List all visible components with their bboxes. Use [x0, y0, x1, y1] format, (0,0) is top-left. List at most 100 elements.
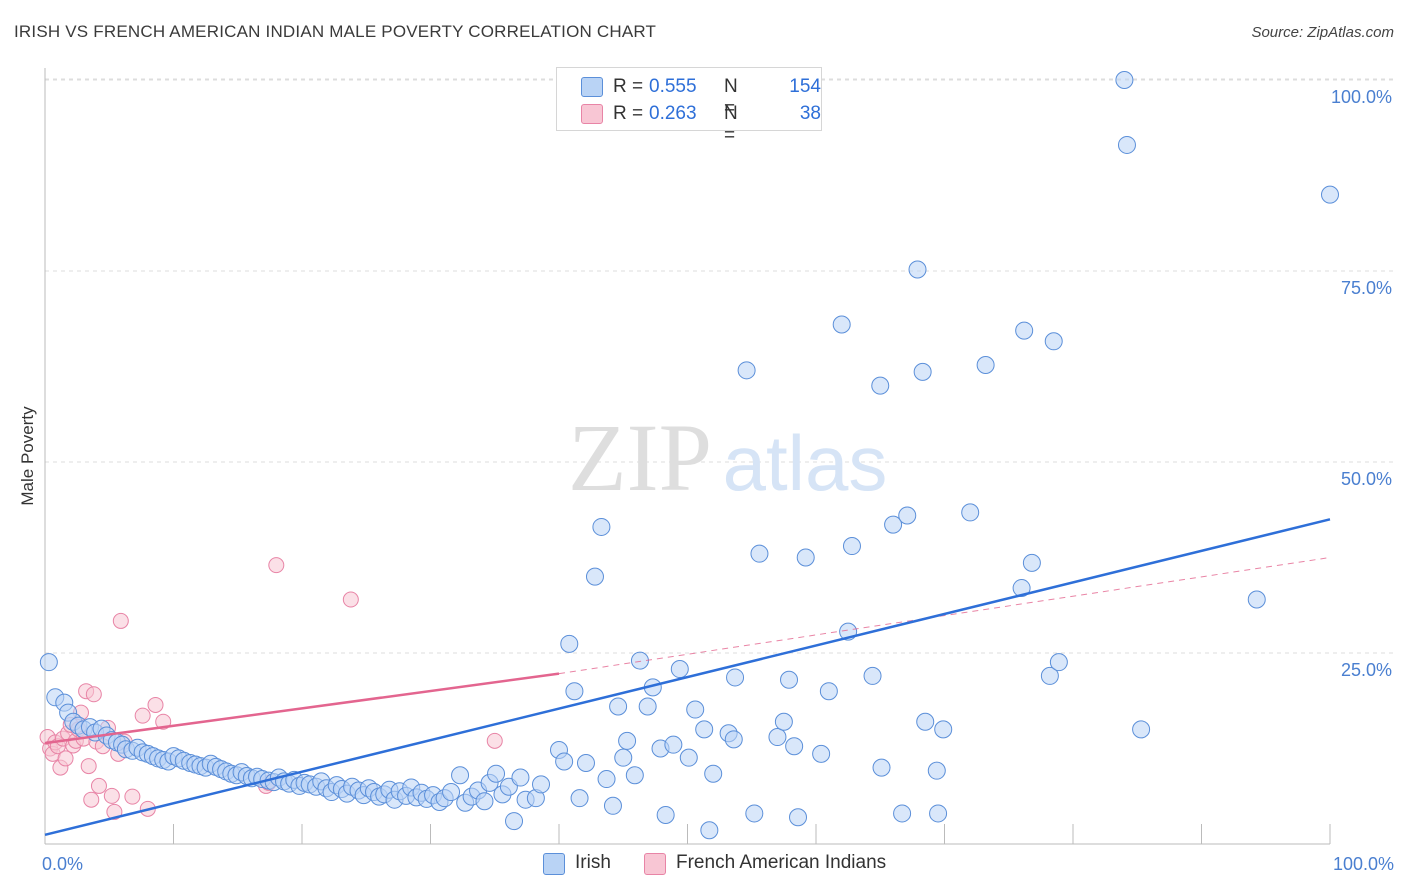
irish-point	[609, 697, 628, 716]
irish-r-value: 0.555	[649, 76, 697, 97]
irish-point	[1040, 666, 1059, 685]
irish-point	[565, 682, 584, 701]
french-swatch	[581, 104, 603, 124]
irish-point	[819, 682, 838, 701]
irish-point	[555, 752, 574, 771]
stats-legend: R = 0.555 N = 154 R = 0.263 N = 38	[556, 67, 822, 146]
y-tick-label-0: 25.0%	[1341, 660, 1392, 680]
irish-point	[961, 503, 980, 522]
irish-series	[39, 71, 1339, 840]
irish-point	[614, 748, 633, 767]
irish-point	[842, 537, 861, 556]
y-axis-label: Male Poverty	[18, 406, 37, 506]
irish-point	[789, 808, 808, 827]
tick-labels: 25.0% 50.0% 75.0% 100.0% 0.0% 100.0%	[42, 87, 1394, 874]
bottom-french-swatch	[644, 853, 666, 875]
irish-point	[976, 355, 995, 374]
watermark-zip: ZIP	[568, 404, 712, 511]
bottom-irish-label: Irish	[575, 852, 611, 873]
irish-point	[1117, 135, 1136, 154]
french-point	[134, 707, 151, 724]
irish-point	[1015, 321, 1034, 340]
irish-point	[893, 804, 912, 823]
irish-n-label: N =	[724, 76, 738, 119]
french-point	[85, 686, 102, 703]
irish-point	[695, 720, 714, 739]
irish-point	[916, 712, 935, 731]
irish-point	[570, 789, 589, 808]
irish-point	[630, 651, 649, 670]
x-tick-label-0: 0.0%	[42, 854, 83, 874]
irish-point	[774, 712, 793, 731]
irish-point	[625, 766, 644, 785]
irish-point	[511, 768, 530, 787]
french-point	[90, 777, 107, 794]
irish-point	[913, 362, 932, 381]
irish-point	[908, 260, 927, 279]
irish-point	[780, 670, 799, 689]
french-trend-line	[44, 672, 560, 745]
irish-point	[929, 804, 948, 823]
french-r-value: 0.263	[649, 103, 697, 124]
irish-point	[585, 567, 604, 586]
french-point	[57, 750, 74, 767]
irish-swatch	[581, 77, 603, 97]
irish-point	[1115, 71, 1134, 89]
irish-point	[871, 376, 890, 395]
irish-point	[487, 764, 506, 783]
y-tick-label-2: 75.0%	[1341, 278, 1392, 298]
irish-point	[1012, 579, 1031, 598]
irish-point	[618, 731, 637, 750]
irish-point	[812, 744, 831, 763]
irish-point	[451, 766, 470, 785]
irish-point	[505, 812, 524, 831]
y-tick-label-3: 100.0%	[1331, 87, 1392, 107]
irish-point	[576, 754, 595, 773]
irish-point	[768, 728, 787, 747]
irish-point	[679, 748, 698, 767]
irish-point	[726, 668, 745, 687]
french-point	[486, 732, 503, 749]
irish-point	[704, 764, 723, 783]
irish-point	[656, 805, 675, 824]
irish-point	[724, 730, 743, 749]
irish-point	[1132, 720, 1151, 739]
irish-point	[638, 697, 657, 716]
y-tick-label-1: 50.0%	[1341, 469, 1392, 489]
french-r-label: R =	[613, 103, 644, 124]
watermark-atlas: atlas	[723, 419, 888, 507]
watermark: ZIP atlas	[568, 404, 887, 511]
irish-point	[884, 515, 903, 534]
irish-point	[832, 315, 851, 334]
irish-point	[700, 821, 719, 840]
french-point	[83, 791, 100, 808]
irish-point	[39, 653, 58, 672]
french-point	[80, 758, 97, 775]
irish-point	[745, 804, 764, 823]
french-point	[112, 612, 129, 629]
axes	[44, 68, 1331, 845]
irish-point	[686, 700, 705, 719]
irish-point	[560, 634, 579, 653]
french-point	[147, 696, 164, 713]
irish-r-label: R =	[613, 76, 644, 97]
irish-point	[872, 758, 891, 777]
irish-point	[592, 517, 611, 536]
irish-point	[1049, 653, 1068, 672]
irish-trend-line	[44, 518, 1331, 837]
irish-point	[597, 770, 616, 789]
bottom-french-label: French American Indians	[676, 852, 887, 873]
french-trend-extension	[558, 557, 1331, 675]
irish-point	[796, 548, 815, 567]
irish-point	[1044, 332, 1063, 351]
irish-point	[737, 361, 756, 380]
grid	[45, 78, 1394, 654]
irish-point	[1022, 553, 1041, 572]
irish-point	[603, 796, 622, 815]
irish-point	[475, 792, 494, 811]
irish-point	[898, 506, 917, 525]
irish-point	[927, 761, 946, 780]
irish-point	[1247, 590, 1266, 609]
irish-point	[934, 720, 953, 739]
